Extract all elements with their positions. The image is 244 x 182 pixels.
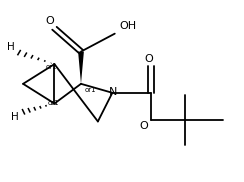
Text: O: O [139, 121, 148, 131]
Text: or1: or1 [47, 100, 59, 106]
Text: H: H [7, 42, 15, 52]
Text: O: O [144, 54, 153, 64]
Text: H: H [11, 112, 19, 122]
Text: or1: or1 [85, 87, 96, 93]
Text: O: O [45, 16, 54, 26]
Text: OH: OH [120, 21, 137, 31]
Polygon shape [78, 52, 84, 84]
Text: N: N [108, 87, 117, 97]
Text: or1: or1 [46, 64, 58, 70]
